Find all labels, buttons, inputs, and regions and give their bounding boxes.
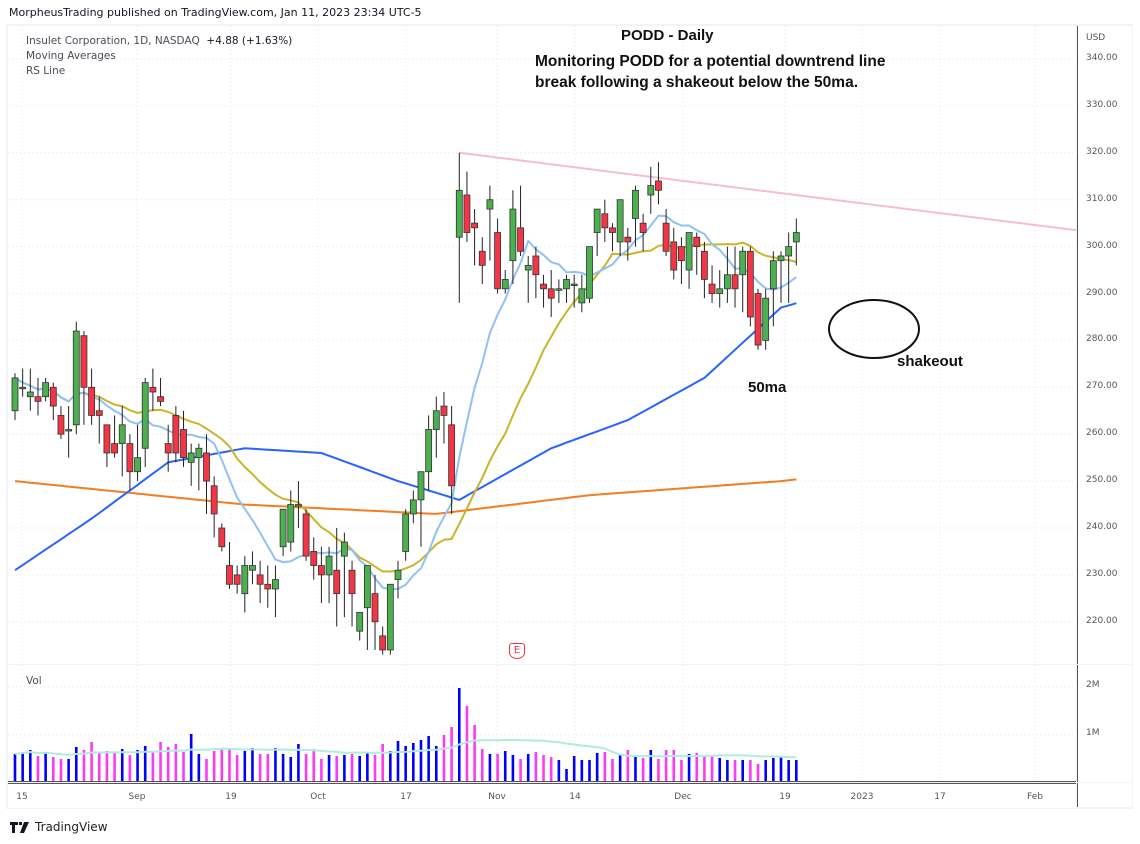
price-tick: 290.00 bbox=[1086, 287, 1118, 298]
time-tick: 17 bbox=[934, 792, 946, 802]
time-tick: 19 bbox=[225, 792, 237, 802]
symbol-legend[interactable]: Insulet Corporation, 1D, NASDAQ +4.88 (+… bbox=[26, 35, 293, 47]
price-tick: 240.00 bbox=[1086, 522, 1118, 532]
volume-axis[interactable]: 2M 1M bbox=[1077, 665, 1132, 782]
publisher-line: MorpheusTrading published on TradingView… bbox=[9, 6, 422, 19]
vol-tick-1m: 1M bbox=[1086, 728, 1100, 738]
volume-pane[interactable]: Vol bbox=[8, 665, 1076, 782]
tradingview-logo[interactable]: TradingView bbox=[10, 820, 108, 834]
price-tick: 340.00 bbox=[1086, 53, 1118, 63]
axis-corner bbox=[1077, 783, 1132, 807]
shakeout-annotation: shakeout bbox=[897, 353, 963, 370]
price-tick: 250.00 bbox=[1086, 475, 1118, 486]
time-tick: Nov bbox=[488, 792, 506, 802]
price-axis[interactable]: USD 340.00 330.00 320.00 310.00 300.00 290.00… bbox=[1077, 26, 1132, 664]
time-tick: 2023 bbox=[850, 792, 874, 802]
price-tick: 270.00 bbox=[1086, 381, 1118, 392]
moving-averages-legend[interactable]: Moving Averages bbox=[26, 50, 116, 62]
note-annotation: Monitoring PODD for a potential downtren… bbox=[535, 53, 886, 91]
time-tick: 17 bbox=[400, 792, 412, 802]
price-change: +4.88 (+1.63%) bbox=[206, 35, 293, 47]
chart-title-annotation: PODD - Daily bbox=[621, 27, 714, 44]
currency-label: USD bbox=[1086, 33, 1106, 43]
volume-legend: Vol bbox=[26, 675, 42, 687]
price-tick: 220.00 bbox=[1086, 615, 1118, 626]
tradingview-logo-icon bbox=[10, 821, 29, 833]
time-tick: Sep bbox=[128, 792, 146, 802]
rs-line-legend[interactable]: RS Line bbox=[26, 65, 66, 77]
price-tick: 310.00 bbox=[1086, 193, 1118, 204]
time-tick: 19 bbox=[779, 792, 791, 802]
time-tick: Feb bbox=[1027, 792, 1043, 802]
price-tick: 280.00 bbox=[1086, 334, 1118, 345]
time-axis[interactable]: 15 Sep 19 Oct 17 Nov 14 Dec 19 2023 17 Feb bbox=[8, 783, 1076, 808]
time-tick: Oct bbox=[310, 792, 326, 802]
price-tick: 260.00 bbox=[1086, 428, 1118, 439]
price-tick: 330.00 bbox=[1086, 99, 1118, 110]
time-tick: 14 bbox=[569, 792, 581, 802]
price-tick: 300.00 bbox=[1086, 240, 1118, 251]
time-tick: Dec bbox=[674, 792, 692, 802]
volume-chart bbox=[8, 665, 1076, 782]
ma50-annotation: 50ma bbox=[748, 379, 787, 396]
price-tick: 320.00 bbox=[1086, 146, 1118, 157]
price-tick: 230.00 bbox=[1086, 568, 1118, 579]
time-tick: 15 bbox=[16, 792, 28, 802]
chart-legend: Insulet Corporation, 1D, NASDAQ +4.88 (+… bbox=[26, 34, 292, 79]
earnings-marker[interactable]: E bbox=[509, 643, 525, 659]
vol-tick-2m: 2M bbox=[1086, 680, 1100, 690]
candlestick-chart bbox=[8, 26, 1076, 664]
price-pane[interactable]: Insulet Corporation, 1D, NASDAQ +4.88 (+… bbox=[8, 26, 1076, 664]
